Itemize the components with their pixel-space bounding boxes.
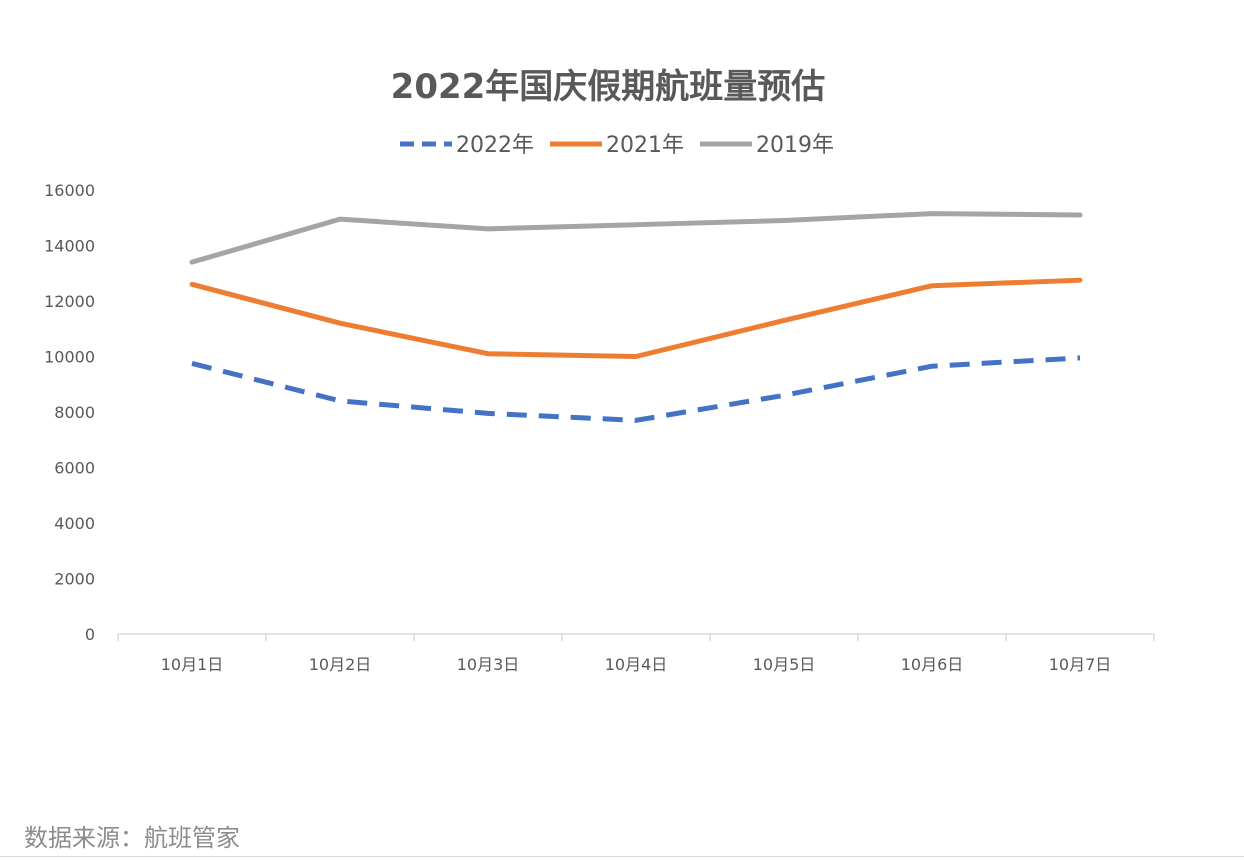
legend-label-0: 2022年 bbox=[456, 133, 534, 158]
plot-series bbox=[189, 211, 1083, 423]
y-tick-label: 14000 bbox=[44, 237, 95, 256]
y-tick-label: 12000 bbox=[44, 292, 95, 311]
x-tick-label: 10月3日 bbox=[457, 655, 520, 674]
y-tick-label: 2000 bbox=[54, 570, 95, 589]
y-tick-label: 16000 bbox=[44, 181, 95, 200]
y-tick-label: 0 bbox=[85, 625, 95, 644]
x-tick-label: 10月2日 bbox=[309, 655, 372, 674]
y-tick-label: 8000 bbox=[54, 403, 95, 422]
source-note: 数据来源：航班管家 bbox=[24, 824, 240, 852]
y-axis: 0 2000 4000 6000 8000 10000 12000 14000 16000 bbox=[44, 181, 95, 644]
series-line-0 bbox=[191, 355, 1081, 423]
chart-title: 2022年国庆假期航班量预估 bbox=[391, 67, 826, 107]
x-tick-label: 10月5日 bbox=[753, 655, 816, 674]
y-tick-label: 10000 bbox=[44, 348, 95, 367]
legend: 2022年 2021年 2019年 bbox=[400, 133, 834, 158]
y-tick-label: 4000 bbox=[54, 514, 95, 533]
x-axis: 10月1日 10月2日 10月3日 10月4日 10月5日 10月6日 10月7日 bbox=[117, 633, 1155, 674]
x-tick-label: 10月7日 bbox=[1049, 655, 1112, 674]
bottom-divider bbox=[0, 856, 1244, 857]
x-tick-label: 10月4日 bbox=[605, 655, 668, 674]
x-tick-label: 10月1日 bbox=[161, 655, 224, 674]
y-tick-label: 6000 bbox=[54, 459, 95, 478]
legend-label-1: 2021年 bbox=[606, 133, 684, 158]
x-tick-label: 10月6日 bbox=[901, 655, 964, 674]
legend-label-2: 2019年 bbox=[756, 133, 834, 158]
series-line-2 bbox=[189, 211, 1083, 265]
series-line-1 bbox=[189, 277, 1083, 359]
